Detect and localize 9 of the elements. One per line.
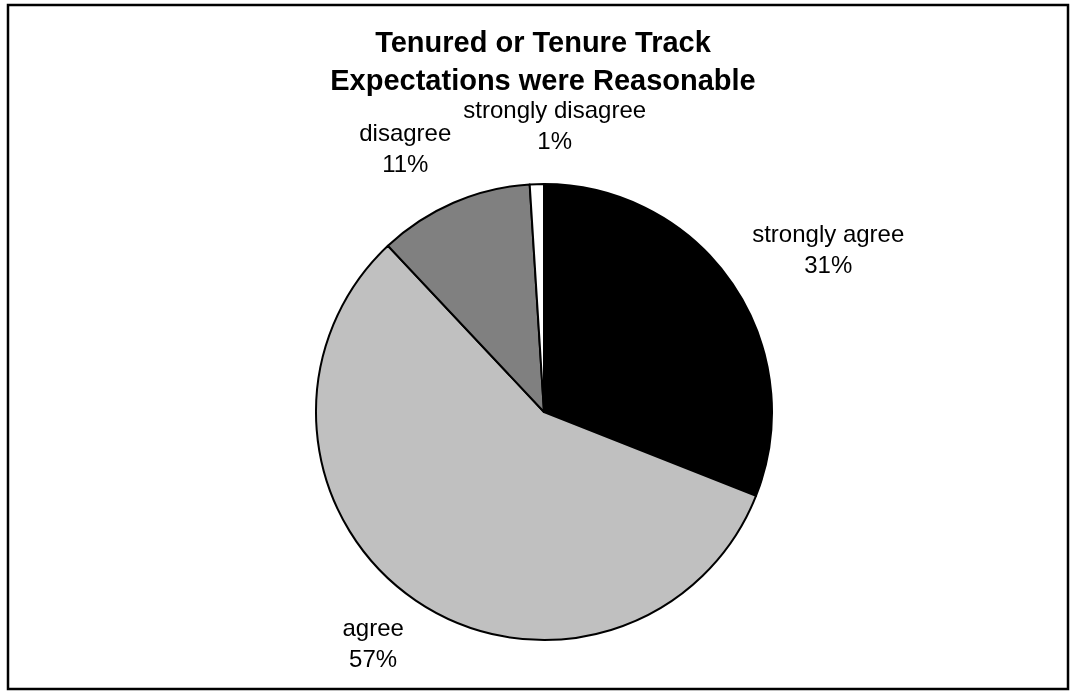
chart-title: Tenured or Tenure Track Expectations were Reasonable xyxy=(330,26,756,96)
slice-label: strongly disagree xyxy=(463,95,647,123)
data-label: 1% xyxy=(537,126,573,154)
data-label: 31% xyxy=(804,250,853,278)
slice-label: agree xyxy=(342,614,404,642)
data-label: 57% xyxy=(349,645,398,673)
data-label: 11% xyxy=(382,149,429,177)
slice-label: strongly agree xyxy=(752,219,905,247)
slice-label: disagree xyxy=(359,118,452,146)
